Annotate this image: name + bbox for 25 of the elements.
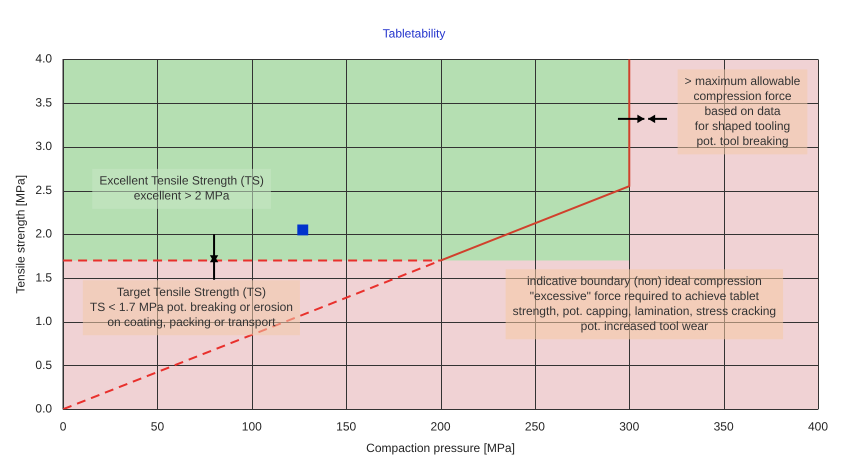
y-tick-label: 1.5 (35, 270, 52, 284)
annotation: indicative boundary (non) ideal compression "excessive" force required to achieve tablet strength, pot. capping, lamination, stress cracking pot. increased tool wear (512, 274, 776, 334)
x-tick-label: 250 (524, 420, 546, 434)
x-axis-title: Compaction pressure [MPa] (366, 441, 515, 456)
y-tick-label: 4.0 (35, 52, 52, 66)
annotation: > maximum allowable compression force based on data for shaped tooling pot. tool breaking (684, 74, 801, 148)
x-tick-label: 0 (60, 420, 67, 434)
y-tick-label: 1.0 (35, 314, 52, 328)
x-tick-label: 400 (808, 420, 828, 434)
x-tick-label: 200 (430, 420, 451, 434)
y-tick-label: 0.5 (35, 358, 52, 372)
annotation: Excellent Tensile Strength (TS) excellent > 2 MPa (99, 174, 264, 203)
x-tick-label: 350 (714, 420, 734, 434)
x-tick-label: 300 (619, 420, 640, 434)
y-tick-label: 3.5 (35, 95, 52, 110)
chart-title: Tabletability (382, 26, 446, 41)
annotation: Target Tensile Strength (TS) TS < 1.7 MPa pot. breaking or erosion on coating, packing or transport (90, 285, 293, 330)
x-tick-label: 100 (242, 420, 262, 434)
y-tick-label: 2.5 (35, 182, 52, 197)
x-tick-label: 50 (150, 420, 164, 434)
x-tick-label: 150 (336, 420, 357, 434)
y-axis-title: Tensile strength [MPa] (14, 174, 28, 294)
y-tick-label: 2.0 (35, 226, 52, 241)
y-tick-label: 0.0 (35, 402, 52, 416)
y-tick-label: 3.0 (35, 139, 52, 154)
